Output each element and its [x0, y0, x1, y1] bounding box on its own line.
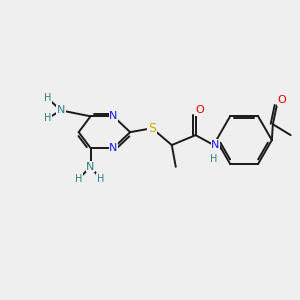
- Text: H: H: [44, 94, 52, 103]
- Text: N: N: [57, 105, 65, 116]
- Text: O: O: [278, 95, 286, 106]
- Text: H: H: [75, 174, 82, 184]
- Text: H: H: [97, 174, 104, 184]
- Text: H: H: [210, 154, 217, 164]
- Text: N: N: [211, 140, 220, 150]
- Text: N: N: [109, 111, 118, 121]
- Text: N: N: [109, 143, 118, 153]
- Text: N: N: [86, 162, 95, 172]
- Text: O: O: [195, 105, 204, 116]
- Text: H: H: [44, 113, 52, 123]
- Text: S: S: [148, 122, 156, 135]
